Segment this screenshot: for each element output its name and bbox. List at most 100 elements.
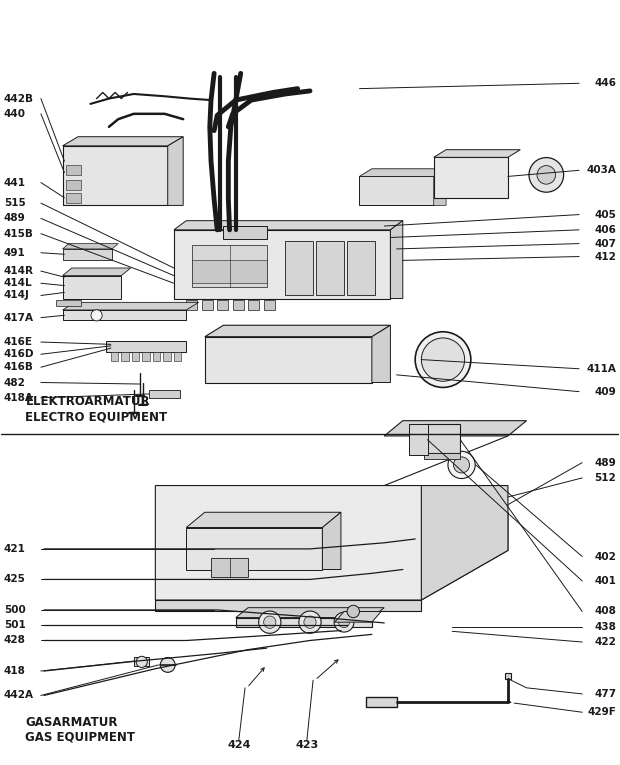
Text: 423: 423: [295, 740, 319, 750]
Bar: [192, 245, 267, 287]
Polygon shape: [186, 513, 341, 528]
Polygon shape: [153, 352, 161, 361]
Polygon shape: [223, 226, 267, 239]
Text: 425: 425: [4, 575, 25, 584]
Text: 416B: 416B: [4, 363, 33, 373]
Polygon shape: [384, 436, 508, 486]
Polygon shape: [422, 486, 508, 600]
Polygon shape: [434, 150, 520, 158]
Polygon shape: [335, 611, 381, 622]
Polygon shape: [186, 528, 322, 569]
Circle shape: [304, 616, 316, 628]
Text: 415B: 415B: [4, 229, 33, 239]
Text: 416D: 416D: [4, 350, 34, 360]
Text: 442A: 442A: [4, 691, 33, 701]
Polygon shape: [156, 486, 508, 600]
Polygon shape: [384, 421, 526, 436]
Polygon shape: [434, 169, 446, 206]
Polygon shape: [63, 310, 186, 320]
Circle shape: [537, 165, 556, 184]
Text: 489: 489: [4, 213, 25, 223]
Circle shape: [339, 617, 350, 627]
Polygon shape: [66, 181, 81, 190]
Text: 405: 405: [595, 210, 616, 220]
Text: 429F: 429F: [587, 707, 616, 718]
Text: 438: 438: [595, 622, 616, 632]
Text: 500: 500: [4, 605, 25, 615]
Text: 442B: 442B: [4, 93, 33, 103]
Text: 414J: 414J: [4, 291, 30, 301]
Text: 417A: 417A: [4, 313, 33, 323]
Text: ELEKTROARMATUR
ELECTRO EQUIPMENT: ELEKTROARMATUR ELECTRO EQUIPMENT: [25, 396, 167, 423]
Polygon shape: [372, 325, 391, 382]
Polygon shape: [205, 325, 391, 337]
Text: 414R: 414R: [4, 266, 33, 276]
Polygon shape: [63, 302, 198, 310]
Text: GASARMATUR
GAS EQUIPMENT: GASARMATUR GAS EQUIPMENT: [25, 716, 135, 744]
Polygon shape: [174, 352, 181, 361]
Text: 477: 477: [594, 689, 616, 699]
Circle shape: [91, 310, 102, 321]
Polygon shape: [347, 241, 375, 295]
Polygon shape: [434, 158, 508, 198]
Polygon shape: [63, 249, 112, 260]
Polygon shape: [186, 300, 197, 310]
Polygon shape: [134, 657, 149, 666]
Polygon shape: [63, 275, 122, 298]
Polygon shape: [63, 146, 168, 206]
Polygon shape: [232, 300, 244, 310]
Text: 403A: 403A: [587, 165, 616, 175]
Polygon shape: [264, 300, 275, 310]
Bar: [192, 260, 267, 283]
Text: 416E: 416E: [4, 337, 33, 347]
Text: 491: 491: [4, 248, 25, 258]
Circle shape: [422, 338, 464, 381]
Text: 402: 402: [595, 552, 616, 562]
Polygon shape: [66, 194, 81, 203]
Text: 422: 422: [595, 637, 616, 647]
Polygon shape: [143, 352, 150, 361]
Circle shape: [529, 158, 564, 192]
Polygon shape: [505, 672, 511, 679]
Circle shape: [448, 451, 475, 479]
Polygon shape: [425, 454, 460, 459]
Text: 408: 408: [595, 607, 616, 617]
Text: 515: 515: [4, 198, 25, 208]
Polygon shape: [106, 340, 186, 352]
Polygon shape: [202, 300, 213, 310]
Polygon shape: [316, 241, 344, 295]
Text: 414L: 414L: [4, 278, 32, 288]
Text: 406: 406: [595, 225, 616, 235]
Text: 446: 446: [594, 78, 616, 88]
Polygon shape: [391, 220, 403, 298]
Polygon shape: [56, 300, 81, 306]
Polygon shape: [360, 169, 446, 177]
Circle shape: [161, 657, 175, 672]
Circle shape: [264, 616, 276, 628]
Polygon shape: [63, 268, 131, 275]
Text: 409: 409: [595, 386, 616, 397]
Text: 512: 512: [595, 473, 616, 483]
Circle shape: [347, 605, 360, 617]
Polygon shape: [366, 697, 397, 707]
Text: 418: 418: [4, 666, 25, 676]
Polygon shape: [174, 230, 391, 298]
Bar: [425, 425, 460, 454]
Circle shape: [299, 611, 321, 633]
Polygon shape: [285, 241, 313, 295]
Text: 418A: 418A: [4, 392, 33, 402]
Text: 411A: 411A: [587, 364, 616, 374]
Polygon shape: [211, 558, 248, 577]
Polygon shape: [409, 425, 428, 455]
Text: 401: 401: [595, 576, 616, 586]
Polygon shape: [156, 600, 422, 611]
Circle shape: [259, 611, 281, 633]
Polygon shape: [236, 617, 372, 627]
Polygon shape: [205, 337, 372, 382]
Text: 421: 421: [4, 544, 25, 554]
Circle shape: [415, 332, 471, 387]
Text: 482: 482: [4, 377, 25, 388]
Text: 412: 412: [595, 252, 616, 262]
Text: 441: 441: [4, 177, 26, 187]
Circle shape: [136, 656, 148, 667]
